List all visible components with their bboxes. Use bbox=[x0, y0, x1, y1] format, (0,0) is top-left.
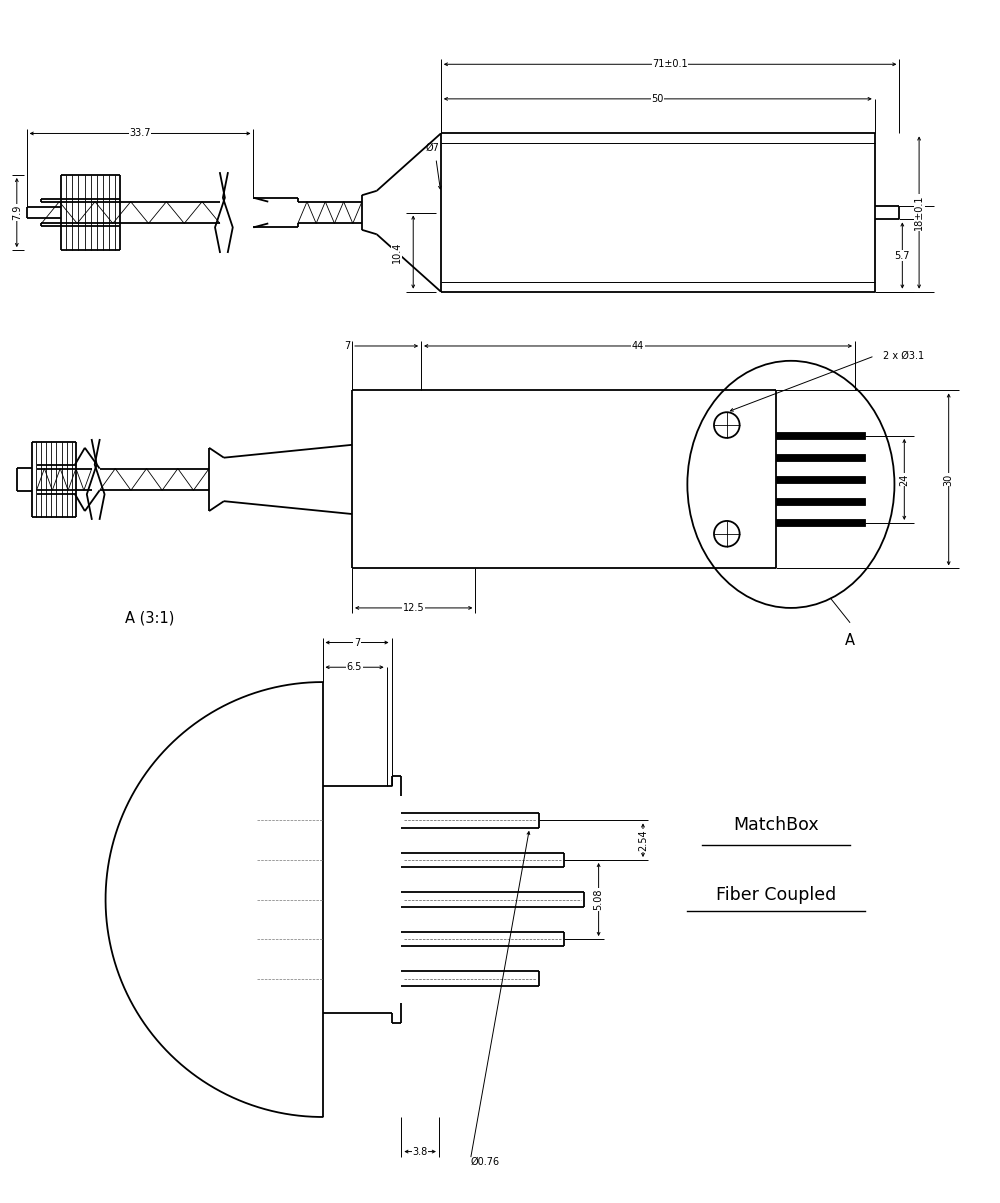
Text: 24: 24 bbox=[899, 473, 909, 486]
Text: Fiber Coupled: Fiber Coupled bbox=[716, 885, 836, 903]
Text: 30: 30 bbox=[944, 473, 954, 486]
Bar bbox=[776, 476, 865, 482]
Text: 7.9: 7.9 bbox=[12, 205, 22, 220]
Text: Ø0.76: Ø0.76 bbox=[470, 1156, 500, 1167]
Text: 44: 44 bbox=[632, 340, 644, 351]
Text: 18±0.1: 18±0.1 bbox=[914, 195, 924, 230]
Text: A (3:1): A (3:1) bbox=[125, 610, 175, 626]
Text: 2 x Ø3.1: 2 x Ø3.1 bbox=[883, 351, 924, 361]
Text: 10.4: 10.4 bbox=[391, 242, 401, 262]
Text: 71±0.1: 71±0.1 bbox=[652, 59, 688, 70]
Bar bbox=[776, 432, 865, 439]
Bar bbox=[776, 498, 865, 504]
Text: 2.54: 2.54 bbox=[638, 829, 648, 851]
Text: A: A bbox=[845, 633, 855, 647]
Text: 7: 7 bbox=[354, 638, 360, 647]
Text: 6.5: 6.5 bbox=[347, 662, 362, 672]
Text: Ø7: Ø7 bbox=[426, 143, 440, 153]
Bar bbox=[776, 520, 865, 527]
Text: 50: 50 bbox=[652, 94, 664, 103]
Text: 3.8: 3.8 bbox=[413, 1146, 428, 1156]
Text: 12.5: 12.5 bbox=[403, 603, 425, 612]
Text: 7: 7 bbox=[344, 340, 350, 351]
Text: 5.08: 5.08 bbox=[594, 889, 604, 911]
Text: 5.7: 5.7 bbox=[895, 250, 910, 261]
Bar bbox=[776, 455, 865, 461]
Text: MatchBox: MatchBox bbox=[733, 817, 819, 835]
Text: 33.7: 33.7 bbox=[129, 129, 151, 138]
